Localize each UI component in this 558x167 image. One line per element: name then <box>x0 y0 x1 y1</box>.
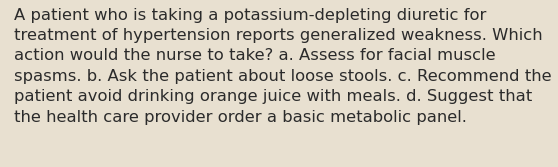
Text: A patient who is taking a potassium-depleting diuretic for
treatment of hyperten: A patient who is taking a potassium-depl… <box>14 8 551 125</box>
